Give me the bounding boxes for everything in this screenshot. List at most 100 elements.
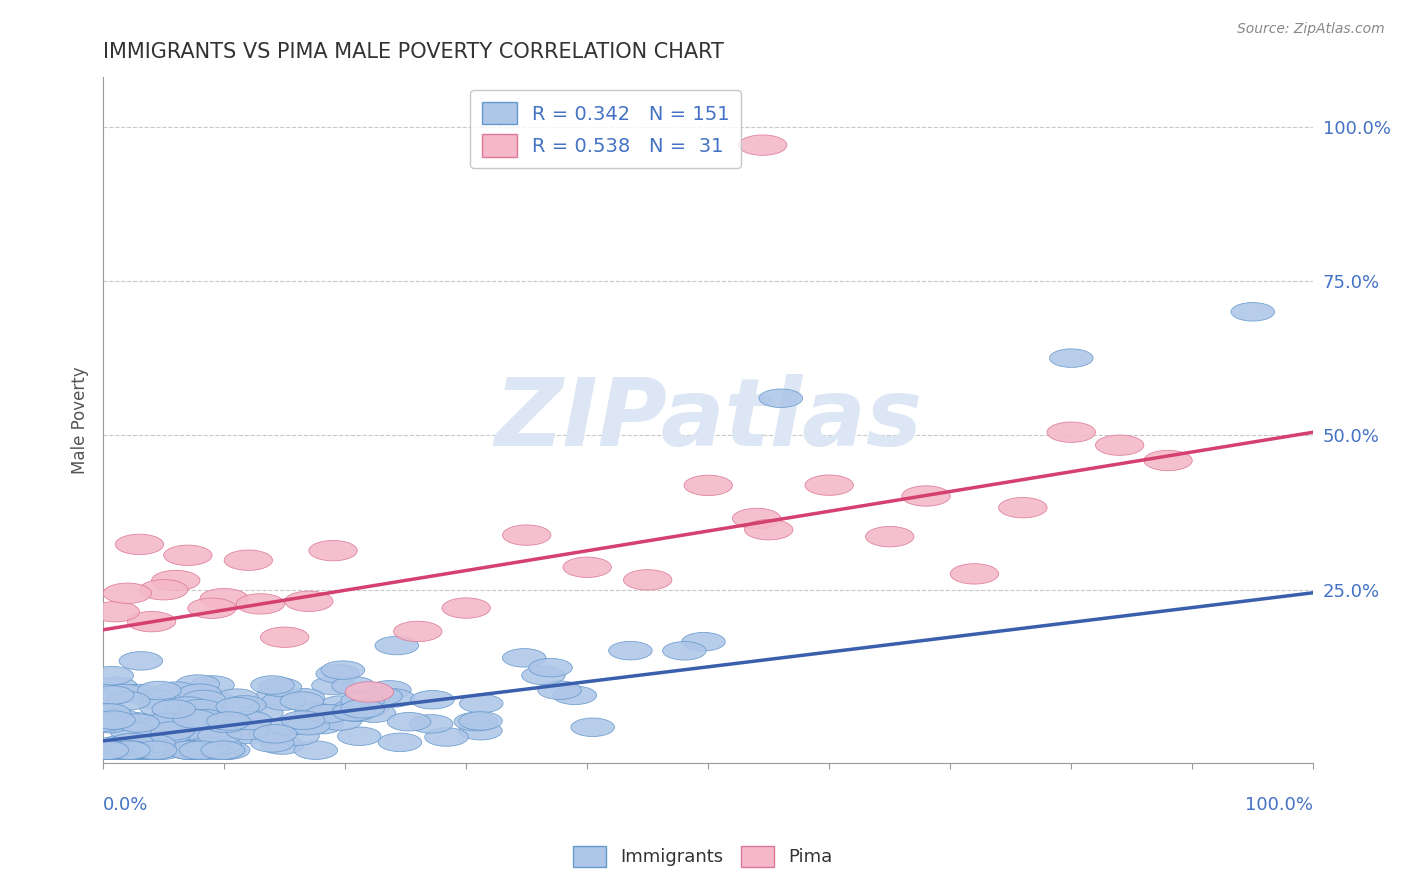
Ellipse shape bbox=[269, 716, 312, 735]
Ellipse shape bbox=[172, 741, 215, 759]
Ellipse shape bbox=[217, 698, 260, 716]
Ellipse shape bbox=[759, 389, 803, 408]
Ellipse shape bbox=[683, 475, 733, 496]
Ellipse shape bbox=[287, 716, 330, 735]
Ellipse shape bbox=[562, 558, 612, 577]
Ellipse shape bbox=[460, 694, 503, 713]
Ellipse shape bbox=[173, 710, 217, 728]
Ellipse shape bbox=[1095, 435, 1144, 455]
Ellipse shape bbox=[662, 641, 706, 660]
Ellipse shape bbox=[502, 648, 546, 667]
Ellipse shape bbox=[103, 583, 152, 604]
Ellipse shape bbox=[198, 736, 242, 755]
Ellipse shape bbox=[318, 712, 361, 731]
Ellipse shape bbox=[229, 711, 273, 730]
Ellipse shape bbox=[107, 741, 150, 759]
Ellipse shape bbox=[179, 699, 222, 718]
Ellipse shape bbox=[425, 728, 468, 747]
Ellipse shape bbox=[82, 700, 125, 718]
Ellipse shape bbox=[110, 733, 153, 752]
Ellipse shape bbox=[502, 524, 551, 545]
Ellipse shape bbox=[131, 717, 174, 736]
Ellipse shape bbox=[319, 696, 363, 714]
Ellipse shape bbox=[745, 519, 793, 540]
Ellipse shape bbox=[107, 691, 150, 710]
Ellipse shape bbox=[118, 684, 160, 703]
Ellipse shape bbox=[250, 676, 294, 694]
Ellipse shape bbox=[132, 690, 176, 708]
Ellipse shape bbox=[441, 598, 491, 618]
Ellipse shape bbox=[200, 589, 249, 609]
Ellipse shape bbox=[181, 690, 225, 709]
Ellipse shape bbox=[97, 708, 141, 727]
Ellipse shape bbox=[280, 692, 323, 710]
Ellipse shape bbox=[128, 611, 176, 632]
Ellipse shape bbox=[152, 570, 200, 591]
Ellipse shape bbox=[104, 734, 148, 752]
Ellipse shape bbox=[111, 741, 155, 759]
Ellipse shape bbox=[260, 736, 304, 755]
Ellipse shape bbox=[340, 691, 384, 710]
Ellipse shape bbox=[87, 704, 131, 723]
Ellipse shape bbox=[188, 598, 236, 618]
Ellipse shape bbox=[250, 724, 294, 743]
Ellipse shape bbox=[571, 718, 614, 737]
Ellipse shape bbox=[806, 475, 853, 495]
Ellipse shape bbox=[309, 541, 357, 561]
Ellipse shape bbox=[155, 681, 198, 700]
Ellipse shape bbox=[454, 713, 498, 731]
Ellipse shape bbox=[901, 486, 950, 506]
Ellipse shape bbox=[284, 713, 328, 731]
Ellipse shape bbox=[250, 733, 294, 752]
Ellipse shape bbox=[186, 738, 229, 756]
Ellipse shape bbox=[132, 739, 176, 757]
Legend: R = 0.342   N = 151, R = 0.538   N =  31: R = 0.342 N = 151, R = 0.538 N = 31 bbox=[470, 90, 741, 169]
Ellipse shape bbox=[332, 700, 375, 718]
Ellipse shape bbox=[120, 652, 163, 670]
Ellipse shape bbox=[537, 681, 581, 699]
Ellipse shape bbox=[738, 135, 787, 155]
Ellipse shape bbox=[1049, 349, 1092, 368]
Ellipse shape bbox=[284, 591, 333, 612]
Ellipse shape bbox=[179, 684, 222, 703]
Ellipse shape bbox=[394, 621, 441, 641]
Ellipse shape bbox=[253, 724, 297, 743]
Ellipse shape bbox=[166, 697, 209, 715]
Ellipse shape bbox=[104, 741, 148, 759]
Ellipse shape bbox=[135, 741, 179, 759]
Text: IMMIGRANTS VS PIMA MALE POVERTY CORRELATION CHART: IMMIGRANTS VS PIMA MALE POVERTY CORRELAT… bbox=[103, 42, 724, 62]
Ellipse shape bbox=[163, 545, 212, 566]
Ellipse shape bbox=[132, 734, 176, 753]
Ellipse shape bbox=[236, 594, 284, 614]
Ellipse shape bbox=[337, 727, 381, 746]
Ellipse shape bbox=[276, 727, 319, 746]
Ellipse shape bbox=[112, 713, 156, 731]
Ellipse shape bbox=[1232, 302, 1275, 321]
Ellipse shape bbox=[458, 722, 502, 740]
Ellipse shape bbox=[281, 711, 325, 730]
Ellipse shape bbox=[174, 741, 218, 759]
Ellipse shape bbox=[226, 725, 270, 744]
Ellipse shape bbox=[166, 708, 209, 727]
Ellipse shape bbox=[176, 723, 219, 741]
Ellipse shape bbox=[94, 677, 138, 696]
Ellipse shape bbox=[89, 741, 132, 759]
Ellipse shape bbox=[176, 674, 219, 693]
Ellipse shape bbox=[623, 570, 672, 590]
Ellipse shape bbox=[378, 733, 422, 752]
Ellipse shape bbox=[299, 715, 343, 734]
Ellipse shape bbox=[321, 661, 364, 680]
Ellipse shape bbox=[458, 712, 502, 731]
Ellipse shape bbox=[139, 580, 188, 600]
Ellipse shape bbox=[103, 737, 146, 756]
Ellipse shape bbox=[198, 741, 242, 759]
Ellipse shape bbox=[294, 703, 337, 722]
Ellipse shape bbox=[90, 666, 134, 685]
Ellipse shape bbox=[207, 741, 250, 759]
Ellipse shape bbox=[190, 690, 233, 709]
Ellipse shape bbox=[529, 658, 572, 677]
Ellipse shape bbox=[202, 741, 246, 759]
Ellipse shape bbox=[91, 711, 135, 730]
Ellipse shape bbox=[332, 676, 375, 695]
Text: ZIPatlas: ZIPatlas bbox=[494, 374, 922, 466]
